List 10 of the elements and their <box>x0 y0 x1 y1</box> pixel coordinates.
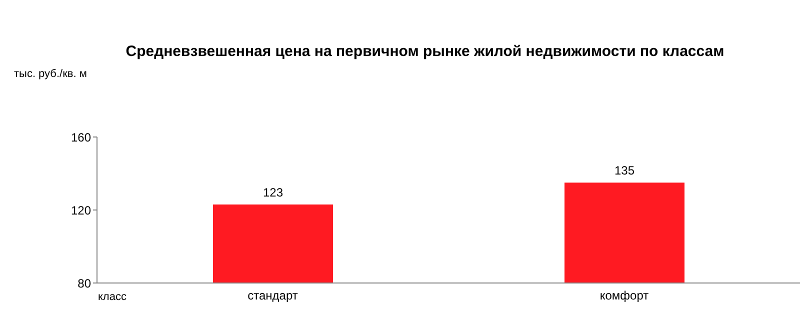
data-label: 123 <box>262 186 284 200</box>
x-tick-label: стандарт <box>248 288 298 303</box>
y-tick-label: 120 <box>70 203 92 218</box>
y-axis-title: тыс. руб./кв. м <box>14 68 87 80</box>
y-tick-label: 160 <box>70 130 92 144</box>
y-tick-label: 80 <box>78 276 92 290</box>
chart-title: Средневзвешенная цена на первичном рынке жилой недвижимости по классам <box>124 42 726 62</box>
x-axis-title: класс <box>98 291 126 303</box>
data-label: 135 <box>614 164 635 178</box>
x-tick-label: комфорт <box>600 288 650 303</box>
